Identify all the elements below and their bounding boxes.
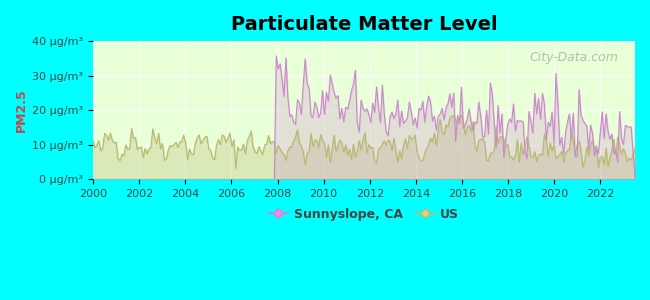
Legend: Sunnyslope, CA, US: Sunnyslope, CA, US [264, 203, 464, 226]
Y-axis label: PM2.5: PM2.5 [15, 88, 28, 132]
Title: Particulate Matter Level: Particulate Matter Level [231, 15, 497, 34]
Text: City-Data.com: City-Data.com [530, 51, 619, 64]
